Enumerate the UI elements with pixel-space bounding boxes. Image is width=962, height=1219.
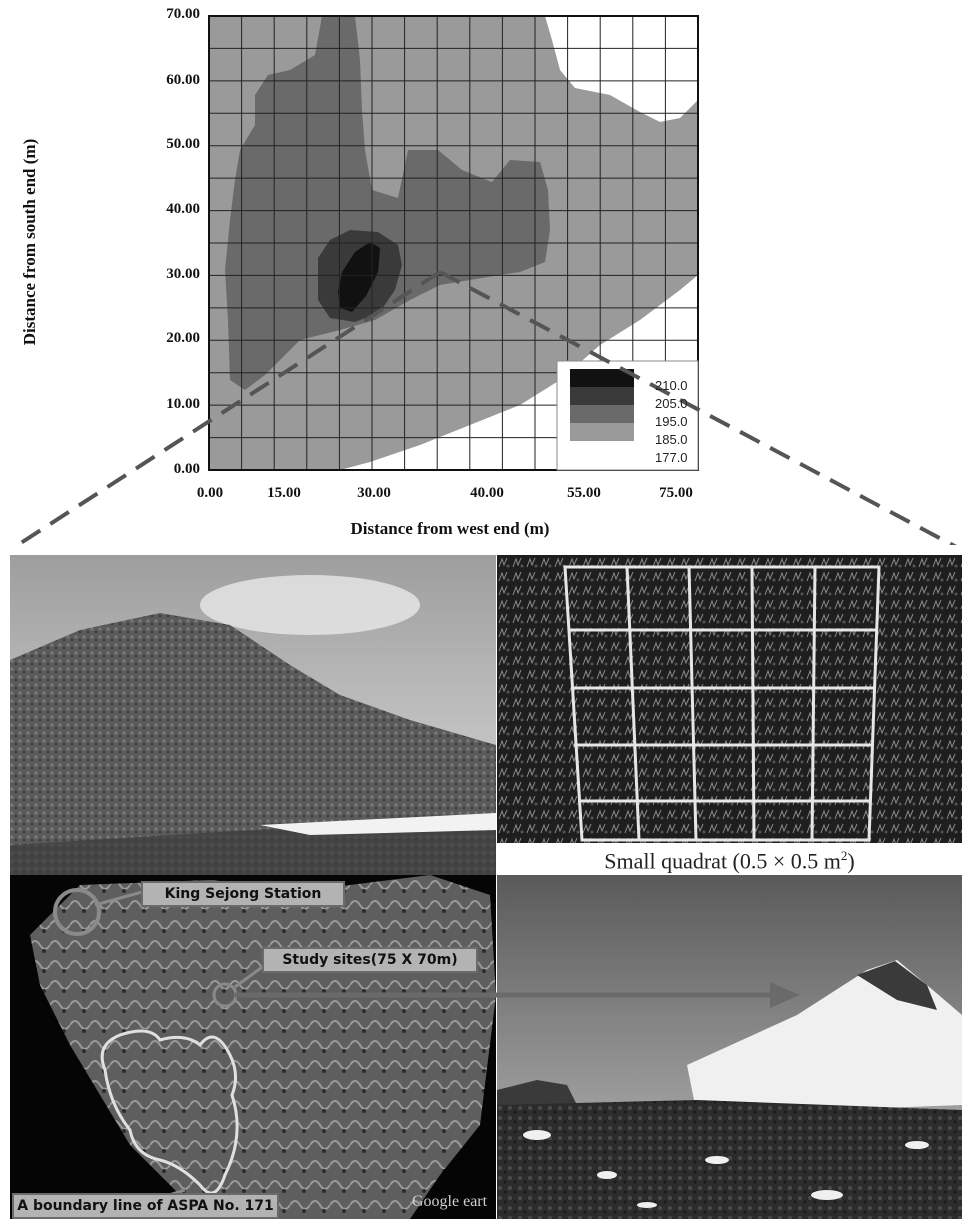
contour-chart: 210.0 205.0 195.0 185.0 177.0 70.00 60.0…	[0, 0, 962, 545]
x-tick-label: 75.00	[659, 485, 693, 501]
legend-label-210: 210.0	[655, 378, 688, 393]
station-marker-circle	[53, 888, 101, 936]
y-tick-label: 20.00	[166, 330, 200, 346]
photo-snowy-peak	[497, 875, 962, 1219]
legend-swatch-205	[570, 387, 634, 405]
quadrat-caption-text: Small quadrat (0.5 × 0.5 m	[604, 848, 841, 874]
study-leader-line	[234, 963, 266, 989]
station-callout: King Sejong Station	[141, 881, 345, 907]
legend-label-185: 185.0	[655, 432, 688, 447]
plot-frame	[208, 15, 699, 471]
legend-label-195: 195.0	[655, 414, 688, 429]
y-tick-label: 60.00	[166, 72, 200, 88]
y-tick-label: 50.00	[166, 136, 200, 152]
aspa-boundary-line	[100, 1029, 239, 1195]
contour-region-210	[338, 242, 380, 312]
y-axis-label: Distance from south end (m)	[20, 138, 39, 346]
snowy-peak-image	[497, 875, 962, 1219]
y-tick-label: 10.00	[166, 396, 200, 412]
x-axis-label: Distance from west end (m)	[350, 519, 550, 538]
contour-plot-svg	[14, 15, 957, 545]
legend-swatch-195	[570, 405, 634, 423]
y-tick-label: 0.00	[173, 461, 200, 477]
quadrat-caption-close: )	[847, 848, 855, 874]
x-tick-label: 15.00	[267, 485, 301, 501]
quadrat-frame	[563, 565, 881, 842]
contour-region-195	[225, 16, 550, 390]
projection-line-right	[439, 270, 957, 545]
legend-swatch-210	[570, 369, 634, 387]
projection-line-left	[14, 270, 442, 545]
legend-swatch-185	[570, 423, 634, 441]
google-earth-watermark: Google eart	[412, 1193, 488, 1210]
y-tick-label: 30.00	[166, 266, 200, 282]
satellite-image	[10, 875, 496, 1219]
quadrat-image	[497, 555, 962, 843]
grid-lines	[209, 16, 698, 470]
boundary-callout: A boundary line of ASPA No. 171	[12, 1193, 279, 1219]
quadrat-caption: Small quadrat (0.5 × 0.5 m2)	[497, 848, 962, 874]
x-tick-label: 55.00	[567, 485, 601, 501]
x-tick-label: 30.00	[357, 485, 391, 501]
quadrat-caption-exponent: 2	[840, 848, 848, 863]
x-tick-label: 40.00	[470, 485, 504, 501]
legend-label-177: 177.0	[655, 450, 688, 465]
y-tick-label: 40.00	[166, 201, 200, 217]
x-tick-label: 0.00	[196, 485, 224, 501]
photo-satellite-map: King Sejong Station Study sites(75 X 70m…	[10, 875, 496, 1219]
study-site-callout: Study sites(75 X 70m)	[262, 947, 478, 973]
hillside-image	[10, 555, 496, 875]
y-tick-label: 70.00	[166, 6, 200, 22]
legend	[556, 360, 699, 471]
photo-hillside	[10, 555, 496, 875]
projection-lines	[14, 270, 957, 545]
legend-label-205: 205.0	[655, 396, 688, 411]
photo-quadrat	[497, 555, 962, 843]
